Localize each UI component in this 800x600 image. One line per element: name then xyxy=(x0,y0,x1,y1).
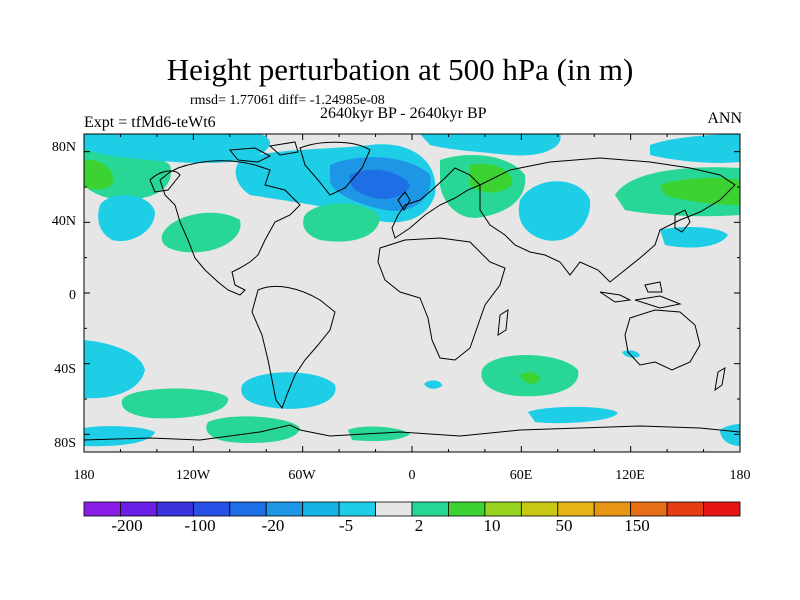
y-axis-label: 80S xyxy=(54,436,76,451)
x-axis-label: 180 xyxy=(729,468,751,483)
subtitle: 2640kyr BP - 2640kyr BP xyxy=(320,105,487,122)
coastlines xyxy=(84,141,740,441)
x-axis-label: 180 xyxy=(73,468,95,483)
coastline-africa xyxy=(377,237,506,361)
coastline-europe xyxy=(391,167,481,239)
anomaly-region-positive xyxy=(470,163,513,193)
anomaly-region-negative xyxy=(84,340,145,399)
axis-ticks xyxy=(83,134,741,452)
colorbar-swatch xyxy=(120,501,158,517)
anomaly-region-positive xyxy=(161,212,241,253)
anomaly-region-negative xyxy=(84,134,270,163)
colorbar-swatch xyxy=(265,501,304,517)
plot-title: Height perturbation at 500 hPa (in m) xyxy=(166,52,634,87)
colorbar-swatch xyxy=(484,501,522,517)
anomaly-region-negative xyxy=(424,380,442,389)
anomaly-region-negative xyxy=(720,424,740,446)
colorbar-swatch xyxy=(703,501,741,517)
coastline-madagascar xyxy=(497,309,509,336)
colorbar xyxy=(83,501,741,517)
stats-text: rmsd= 1.77061 diff= -1.24985e-08 xyxy=(190,93,385,108)
colorbar-swatch xyxy=(302,501,340,517)
colorbar-swatch xyxy=(192,501,231,517)
anomaly-region-negative xyxy=(528,406,618,424)
colorbar-swatch xyxy=(411,501,449,517)
anomaly-region-positive xyxy=(348,426,410,442)
x-axis-label: 120E xyxy=(615,468,645,483)
anomaly-region-negative xyxy=(660,227,728,248)
anomaly-region-negative xyxy=(98,195,155,242)
season-label: ANN xyxy=(707,110,742,127)
colorbar-swatch xyxy=(448,501,486,517)
anomaly-region-negative xyxy=(650,134,740,163)
colorbar-label: -20 xyxy=(261,516,285,535)
colorbar-label: -200 xyxy=(111,516,143,535)
x-axis-label: 60W xyxy=(288,468,316,483)
y-axis-label: 0 xyxy=(69,288,76,303)
anomaly-region-negative xyxy=(349,169,410,199)
y-axis-label: 80N xyxy=(51,140,76,155)
coastline-britain xyxy=(397,191,411,211)
coastline-new-zealand xyxy=(714,367,726,392)
x-axis-label: 0 xyxy=(408,468,416,483)
anomaly-region-negative xyxy=(622,350,640,358)
colorbar-swatch xyxy=(338,501,376,517)
colorbar-swatch xyxy=(557,501,595,517)
coastline-south-america xyxy=(251,285,336,410)
colorbar-swatch xyxy=(630,501,668,517)
colorbar-label: 10 xyxy=(483,516,501,535)
colorbar-swatch xyxy=(83,501,121,517)
colorbar-swatch xyxy=(375,501,413,517)
coastline-asia xyxy=(479,157,736,283)
experiment-label: Expt = tfMd6-teWt6 xyxy=(84,114,216,131)
anomaly-region-negative xyxy=(420,134,561,156)
colorbar-label: 50 xyxy=(555,516,573,535)
coastline-antarctica xyxy=(84,424,740,441)
colorbar-swatch xyxy=(593,501,632,517)
anomaly-region-positive xyxy=(84,159,114,190)
colorbar-label: 150 xyxy=(624,516,650,535)
colorbar-swatch xyxy=(229,501,267,517)
x-axis-label: 60E xyxy=(509,468,533,483)
colorbar-label: -100 xyxy=(184,516,216,535)
coastline-japan xyxy=(674,209,691,233)
anomaly-region-positive xyxy=(303,203,380,242)
colorbar-swatch xyxy=(156,501,194,517)
x-axis-label: 120W xyxy=(175,468,211,483)
coastline-australia xyxy=(624,309,701,371)
anomaly-region-negative xyxy=(84,426,155,447)
y-axis-label: 40S xyxy=(54,362,76,377)
anomaly-region-positive xyxy=(660,177,740,205)
coastline-greenland xyxy=(299,141,371,196)
coastline-north-america xyxy=(159,160,301,296)
anomaly-region-positive xyxy=(520,372,540,384)
contour-fills xyxy=(84,134,740,447)
colorbar-label: 2 xyxy=(414,516,424,535)
colorbar-swatch xyxy=(520,501,559,517)
colorbar-label: -5 xyxy=(338,516,354,535)
colorbar-swatch xyxy=(666,501,704,517)
anomaly-region-negative xyxy=(518,181,591,241)
coastline-arctic-islands xyxy=(229,141,299,163)
anomaly-region-positive xyxy=(121,388,229,419)
coastline-indonesia xyxy=(599,281,682,309)
y-axis-label: 40N xyxy=(51,214,76,229)
coastline-alaska xyxy=(149,170,181,193)
